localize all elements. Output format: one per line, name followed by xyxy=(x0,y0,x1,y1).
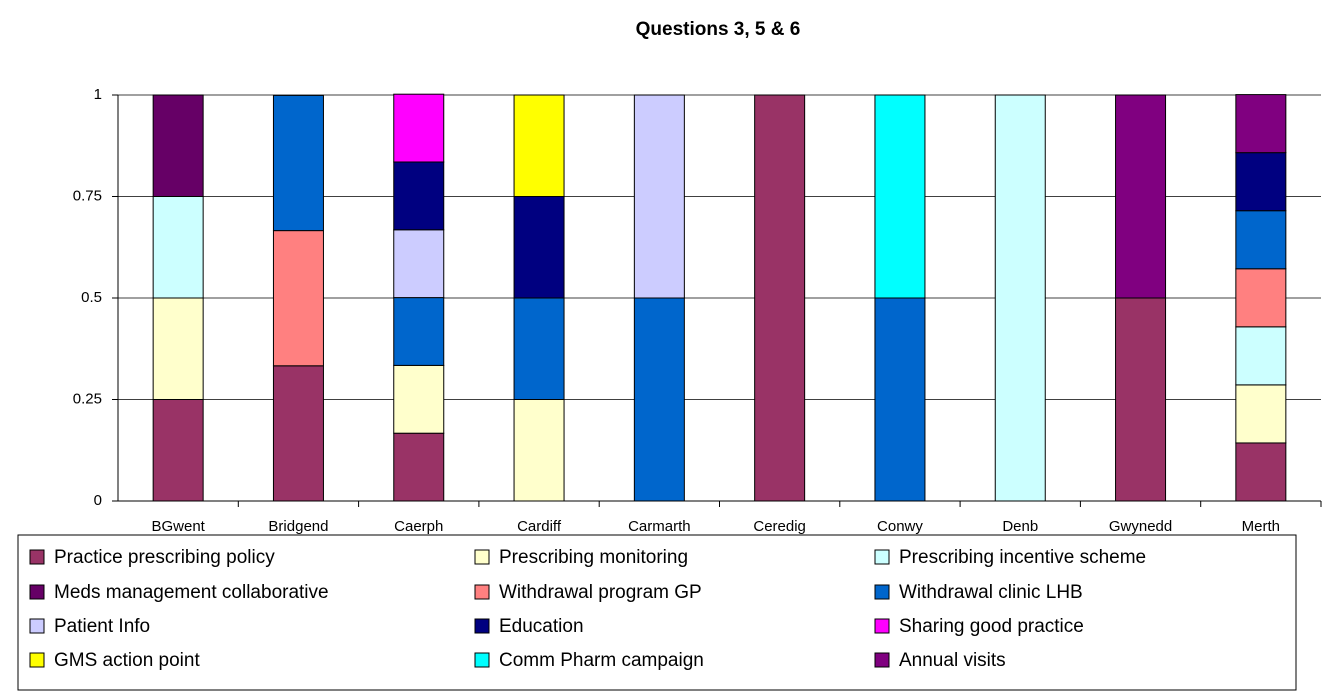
legend-swatch xyxy=(874,618,890,634)
x-tick-label: Merth xyxy=(1242,518,1280,535)
x-tick-label: Bridgend xyxy=(268,518,328,535)
bar-segment xyxy=(393,297,445,366)
bar-segment xyxy=(272,230,324,367)
legend-swatch xyxy=(474,584,490,600)
y-tick-label: 1 xyxy=(94,86,102,103)
bar-segment xyxy=(1235,210,1287,270)
bar-segment xyxy=(393,229,445,299)
bar-segment xyxy=(1115,94,1167,299)
legend-text: GMS action point xyxy=(54,650,200,671)
bar-segment xyxy=(1235,384,1287,444)
bar-segment xyxy=(272,94,324,232)
bar-segment xyxy=(633,94,685,299)
legend-text: Practice prescribing policy xyxy=(54,547,275,568)
legend-text: Comm Pharm campaign xyxy=(499,650,704,671)
bar-segment xyxy=(1115,297,1167,502)
bar-segment xyxy=(633,297,685,502)
legend-text: Prescribing monitoring xyxy=(499,547,688,568)
bar-segment xyxy=(152,196,204,299)
bar-segment xyxy=(513,297,565,400)
bar-segment xyxy=(994,94,1046,502)
bar-segment xyxy=(393,364,445,434)
bar-segment xyxy=(393,93,445,163)
bar-segment xyxy=(152,399,204,502)
legend-text: Withdrawal program GP xyxy=(499,582,702,603)
legend-swatch xyxy=(474,549,490,565)
x-tick-label: Denb xyxy=(1002,518,1038,535)
bar-segment xyxy=(513,94,565,197)
y-tick-label: 0.75 xyxy=(73,187,102,204)
legend-swatch xyxy=(474,618,490,634)
x-tick-label: Ceredig xyxy=(753,518,806,535)
bar-segment xyxy=(874,297,926,502)
bar-segment xyxy=(1235,152,1287,212)
bar-segment xyxy=(754,94,806,502)
y-tick-label: 0.5 xyxy=(81,289,102,306)
legend-text: Annual visits xyxy=(899,650,1006,671)
x-tick-label: Caerph xyxy=(394,518,443,535)
legend-swatch xyxy=(29,652,45,668)
bar-segment xyxy=(152,297,204,400)
bar-segment xyxy=(874,94,926,299)
legend-text: Education xyxy=(499,616,584,637)
bar-segment xyxy=(152,94,204,197)
legend-text: Prescribing incentive scheme xyxy=(899,547,1146,568)
legend-box xyxy=(17,534,1297,691)
y-tick-label: 0.25 xyxy=(73,390,102,407)
legend-swatch xyxy=(474,652,490,668)
legend-text: Sharing good practice xyxy=(899,616,1084,637)
bar-segment xyxy=(1235,442,1287,502)
x-tick-label: BGwent xyxy=(151,518,205,535)
x-tick-label: Conwy xyxy=(877,518,923,535)
legend-text: Meds management collaborative xyxy=(54,582,329,603)
bar-segment xyxy=(393,432,445,502)
x-tick-label: Gwynedd xyxy=(1109,518,1172,535)
legend-swatch xyxy=(874,549,890,565)
y-tick-label: 0 xyxy=(94,492,102,509)
chart-title: Questions 3, 5 & 6 xyxy=(636,19,801,40)
legend-swatch xyxy=(29,549,45,565)
bar-segment xyxy=(1235,268,1287,328)
legend-swatch xyxy=(874,652,890,668)
legend-text: Withdrawal clinic LHB xyxy=(899,582,1083,603)
x-tick-label: Carmarth xyxy=(628,518,691,535)
bar-segment xyxy=(513,399,565,502)
legend-swatch xyxy=(874,584,890,600)
legend-swatch xyxy=(29,618,45,634)
x-tick-label: Cardiff xyxy=(517,518,562,535)
bar-segment xyxy=(1235,326,1287,386)
bar-segment xyxy=(272,365,324,502)
legend-text: Patient Info xyxy=(54,616,150,637)
bar-segment xyxy=(513,196,565,299)
bar-segment xyxy=(1235,94,1287,154)
legend-swatch xyxy=(29,584,45,600)
bar-segment xyxy=(393,161,445,231)
